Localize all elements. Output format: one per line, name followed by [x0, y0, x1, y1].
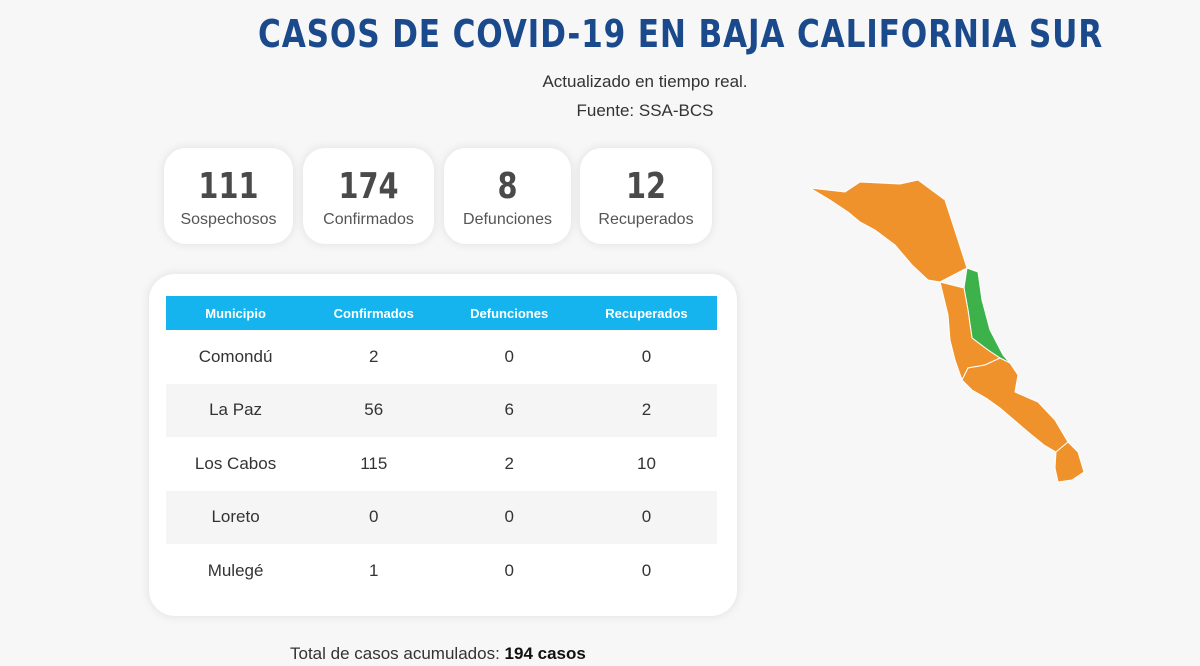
stat-card-recuperados: 12 Recuperados — [580, 148, 712, 244]
stat-label: Confirmados — [323, 211, 414, 228]
cell-defunciones: 6 — [442, 383, 576, 437]
map-region-mulege[interactable] — [809, 179, 968, 283]
map-region-los-cabos[interactable] — [1054, 441, 1085, 483]
stat-card-confirmados: 174 Confirmados — [303, 148, 434, 244]
stat-label: Recuperados — [598, 211, 694, 228]
cell-municipio: Comondú — [198, 346, 273, 366]
cell-recuperados: 0 — [575, 490, 717, 544]
table-row: Loreto 0 0 0 — [166, 490, 717, 544]
cell-recuperados: 10 — [637, 453, 656, 473]
cell-confirmados: 2 — [369, 346, 379, 366]
header-recuperados: Recuperados — [575, 296, 717, 330]
cell-defunciones: 0 — [504, 346, 514, 366]
table-row: Comondú 2 0 0 — [166, 330, 717, 384]
cell-confirmados: 115 — [360, 453, 388, 473]
header-confirmados: Confirmados — [305, 296, 443, 330]
source-note: Fuente: SSA-BCS — [576, 101, 714, 120]
header-defunciones: Defunciones — [442, 296, 576, 330]
cell-recuperados: 2 — [575, 383, 717, 437]
table-row: Mulegé 1 0 0 — [166, 544, 717, 598]
cell-defunciones: 0 — [504, 560, 514, 580]
cell-municipio: Los Cabos — [194, 453, 277, 473]
page-title: CASOS DE COVID-19 EN BAJA CALIFORNIA SUR — [258, 12, 1104, 56]
table-header-row: Municipio Confirmados Defunciones Recupe… — [166, 296, 717, 330]
total-value: 194 casos — [504, 644, 586, 663]
stat-card-sospechosos: 111 Sospechosos — [164, 148, 293, 244]
map-region-la-paz[interactable] — [961, 357, 1069, 453]
total-label: Total de casos acumulados: — [290, 644, 500, 663]
cell-defunciones: 0 — [442, 490, 576, 544]
table-row: La Paz 56 6 2 — [166, 383, 717, 437]
stat-label: Sospechosos — [180, 211, 277, 228]
stat-value: 111 — [198, 166, 259, 207]
cell-recuperados: 0 — [641, 560, 652, 580]
stat-value: 12 — [625, 166, 667, 207]
cell-defunciones: 2 — [504, 453, 514, 473]
stat-value: 174 — [338, 166, 399, 207]
cell-recuperados: 0 — [641, 346, 652, 366]
table-row: Los Cabos 115 2 10 — [166, 437, 717, 491]
cell-confirmados: 56 — [305, 383, 443, 437]
cell-municipio: La Paz — [166, 383, 306, 437]
stat-value: 8 — [497, 166, 518, 207]
municipality-table: Municipio Confirmados Defunciones Recupe… — [166, 296, 717, 598]
total-cases: Total de casos acumulados: 194 casos — [290, 644, 586, 664]
header-municipio: Municipio — [166, 296, 306, 330]
municipality-table-card: Municipio Confirmados Defunciones Recupe… — [149, 274, 737, 616]
cell-municipio: Loreto — [166, 490, 306, 544]
cell-confirmados: 1 — [369, 560, 379, 580]
stat-label: Defunciones — [463, 211, 552, 228]
update-note: Actualizado en tiempo real. — [542, 72, 748, 91]
stat-card-defunciones: 8 Defunciones — [444, 148, 571, 244]
baja-california-sur-map — [809, 179, 1085, 483]
cell-confirmados: 0 — [305, 490, 443, 544]
cell-municipio: Mulegé — [207, 560, 264, 580]
